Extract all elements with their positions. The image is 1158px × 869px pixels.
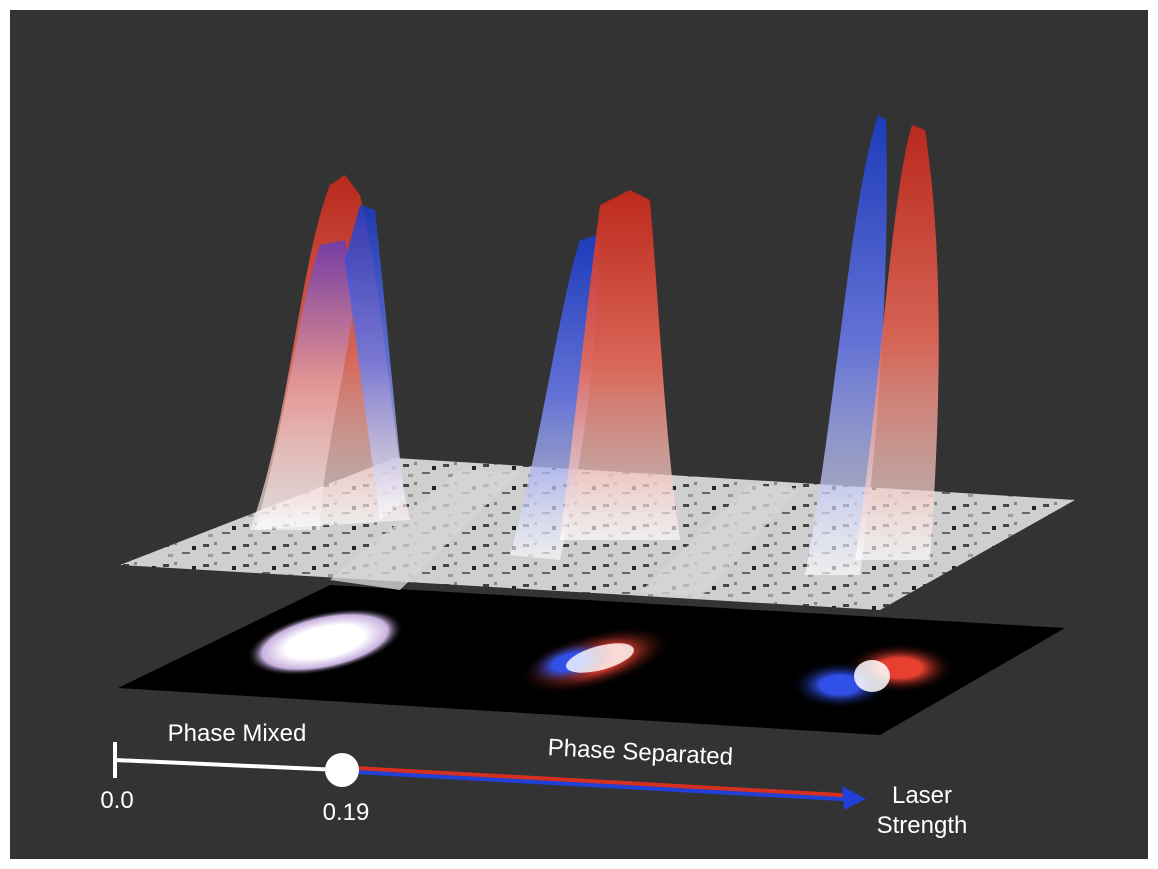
figure: Phase Mixed Phase Separated 0.0 0.19 Las…: [0, 0, 1158, 869]
threshold-label: 0.19: [323, 799, 370, 826]
phase-mixed-label: Phase Mixed: [168, 720, 307, 747]
axis-title: Laser: [892, 782, 952, 809]
threshold-marker: [325, 753, 359, 787]
page: Phase Mixed Phase Separated 0.0 0.19 Las…: [0, 0, 1158, 869]
axis-title: Strength: [877, 812, 968, 839]
blob: [854, 660, 890, 692]
start-label: 0.0: [100, 787, 133, 814]
